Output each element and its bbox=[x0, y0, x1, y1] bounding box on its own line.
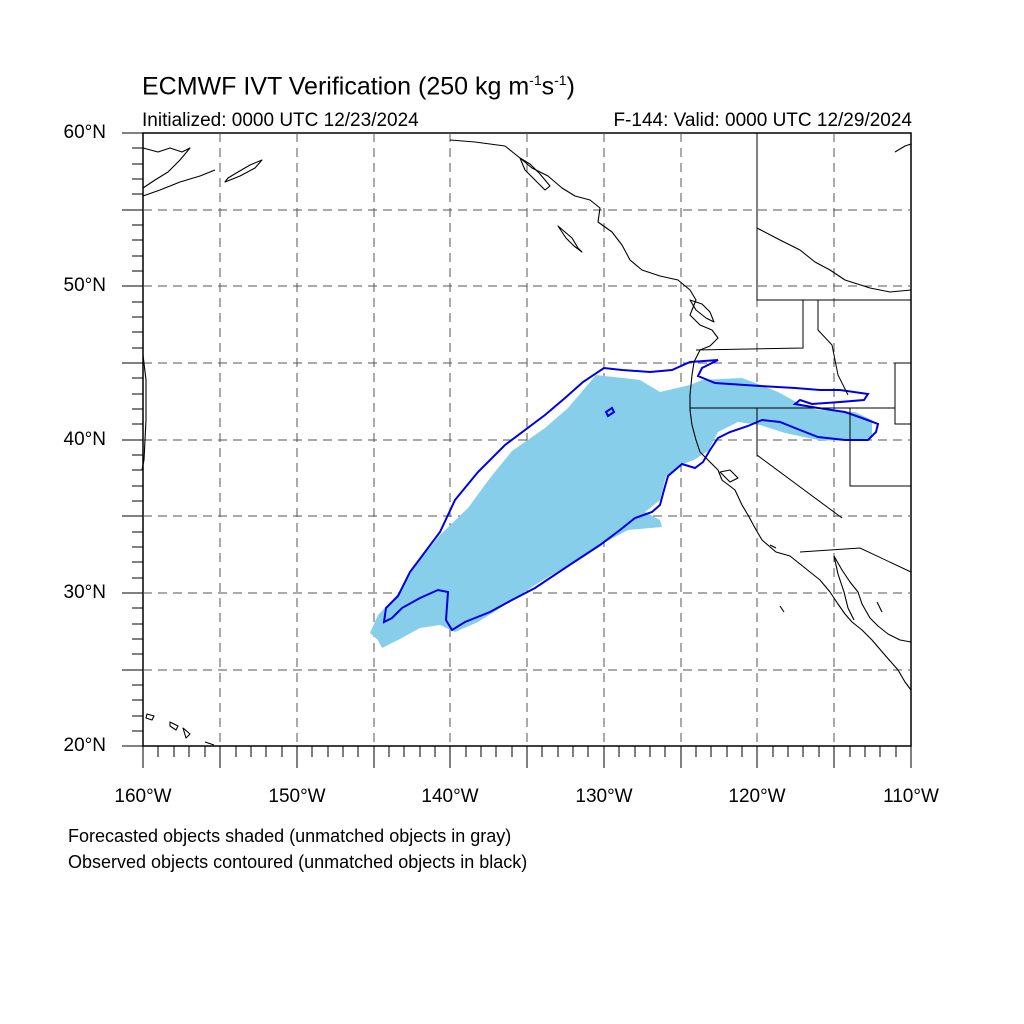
initialized-label: Initialized: 0000 UTC 12/23/2024 bbox=[142, 110, 419, 131]
state-boundaries bbox=[690, 133, 912, 573]
lon-label-140w: 140°W bbox=[421, 786, 479, 807]
observed-small-contour bbox=[604, 406, 616, 418]
lon-label-110w: 110°W bbox=[883, 786, 939, 807]
lon-label-150w: 150°W bbox=[268, 786, 326, 807]
axis-ticks bbox=[122, 132, 912, 768]
valid-label: F-144: Valid: 0000 UTC 12/29/2024 bbox=[613, 110, 912, 131]
chart-title: ECMWF IVT Verification (250 kg m-1s-1) bbox=[142, 72, 575, 101]
lon-label-160w: 160°W bbox=[114, 786, 172, 807]
coastlines bbox=[141, 139, 912, 746]
lon-label-120w: 120°W bbox=[728, 786, 786, 807]
lat-label-40n: 40°N bbox=[63, 429, 106, 450]
lon-label-130w: 130°W bbox=[575, 786, 633, 807]
forecast-ivt-object bbox=[370, 375, 872, 648]
lat-label-30n: 30°N bbox=[63, 582, 106, 603]
observed-ivt-contour bbox=[382, 359, 880, 632]
lat-label-50n: 50°N bbox=[63, 275, 106, 296]
lat-label-20n: 20°N bbox=[63, 735, 106, 756]
note-observed: Observed objects contoured (unmatched ob… bbox=[68, 852, 528, 872]
note-forecast: Forecasted objects shaded (unmatched obj… bbox=[68, 826, 512, 846]
lat-label-60n: 60°N bbox=[63, 122, 106, 143]
